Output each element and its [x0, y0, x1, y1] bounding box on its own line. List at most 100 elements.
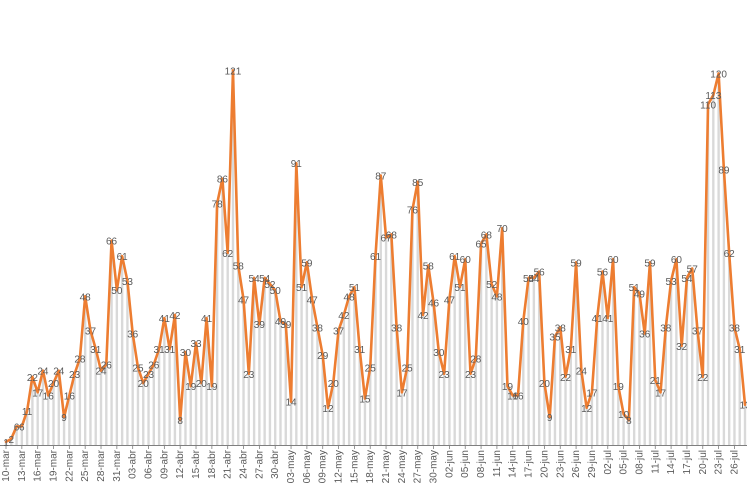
- x-tick-label: 21-may: [381, 450, 392, 483]
- bar: [395, 327, 398, 445]
- bar: [247, 373, 251, 445]
- data-label: 20: [328, 379, 340, 390]
- data-label: 50: [270, 286, 282, 297]
- bar: [685, 277, 689, 445]
- data-label: 49: [634, 289, 646, 300]
- bar: [532, 277, 536, 445]
- data-label: 54: [681, 274, 693, 285]
- bar: [511, 395, 514, 445]
- data-label: 31: [354, 345, 366, 356]
- data-label: 10: [618, 410, 630, 421]
- bar: [332, 383, 335, 445]
- data-label: 40: [275, 317, 287, 328]
- data-label: 67: [380, 234, 392, 245]
- x-tick-label: 03-abr: [128, 449, 139, 479]
- data-label: 15: [359, 395, 371, 406]
- x-tick-label: 23-jul: [714, 450, 725, 474]
- data-label: 41: [159, 314, 171, 325]
- bar: [120, 256, 124, 445]
- data-label: 39: [254, 320, 266, 331]
- bar: [559, 327, 562, 445]
- bar: [479, 243, 483, 445]
- x-tick-label: 02-jun: [444, 450, 455, 478]
- bar: [727, 253, 731, 445]
- data-label: 66: [106, 237, 118, 248]
- x-tick-label: 09-may: [318, 450, 329, 483]
- bar: [516, 395, 520, 445]
- data-label: 54: [523, 274, 535, 285]
- bar: [664, 327, 668, 445]
- data-label: 41: [592, 314, 604, 325]
- bar: [495, 296, 499, 445]
- x-axis: [0, 445, 747, 449]
- bar: [268, 283, 272, 445]
- bar: [659, 392, 662, 445]
- data-label: 47: [238, 295, 250, 306]
- bar: [94, 349, 97, 445]
- x-tick-label: 13-mar: [17, 449, 28, 481]
- bar: [458, 287, 462, 445]
- x-tick-label: 30-abr: [270, 449, 281, 479]
- data-label: 47: [444, 295, 456, 306]
- data-label: 40: [518, 317, 530, 328]
- data-label: 31: [164, 345, 176, 356]
- x-tick-label: 11-jun: [492, 450, 503, 477]
- x-tick-label: 24-may: [397, 450, 408, 483]
- data-labels-layer: 1 26 6112217241620249162328483731242666506…: [3, 66, 747, 449]
- data-label: 51: [454, 283, 466, 294]
- data-label: 46: [428, 299, 440, 310]
- data-label: 38: [660, 323, 672, 334]
- data-label: 53: [666, 277, 678, 288]
- data-label: 20: [138, 379, 150, 390]
- data-label: 39: [280, 320, 292, 331]
- x-tick-label: 09-abr: [159, 449, 170, 479]
- data-label: 17: [32, 388, 44, 399]
- bar: [221, 178, 224, 445]
- bar: [168, 349, 171, 445]
- data-label: 11: [22, 407, 33, 418]
- data-label: 22: [27, 373, 39, 384]
- x-tick-label: 14-jun: [508, 450, 519, 478]
- data-label: 30: [180, 348, 192, 359]
- data-label: 24: [576, 367, 588, 378]
- data-label: 59: [644, 258, 656, 269]
- bar: [638, 293, 641, 445]
- data-label: 25: [132, 364, 144, 375]
- x-tick-label: 18-may: [365, 450, 376, 483]
- data-label: 17: [586, 388, 598, 399]
- bar: [363, 398, 367, 445]
- bar: [427, 265, 430, 445]
- bars-layer: [4, 70, 747, 445]
- data-label: 23: [143, 370, 155, 381]
- bar: [184, 352, 187, 445]
- data-label: 37: [692, 326, 704, 337]
- x-tick-label: 14-jul: [666, 450, 677, 474]
- bar: [680, 345, 683, 445]
- bar: [99, 370, 103, 445]
- bar: [73, 373, 76, 445]
- data-label: 91: [291, 159, 303, 170]
- bar: [274, 290, 277, 445]
- data-label: 20: [48, 379, 60, 390]
- data-label: 17: [655, 388, 667, 399]
- bar: [68, 395, 71, 445]
- bar: [390, 234, 393, 445]
- x-tick-label: 29-jun: [587, 450, 598, 478]
- x-tick-label: 02-jul: [603, 450, 614, 474]
- data-label: 56: [597, 268, 609, 279]
- data-label: 23: [439, 370, 451, 381]
- bar: [411, 209, 414, 445]
- bar: [179, 420, 182, 445]
- bar: [163, 318, 166, 445]
- data-label: 52: [264, 280, 276, 291]
- x-tick-label: 03-may: [286, 450, 297, 483]
- bar: [242, 299, 245, 445]
- bar: [62, 417, 66, 445]
- bar: [10, 438, 13, 445]
- data-label: 58: [423, 261, 435, 272]
- bar: [617, 386, 620, 445]
- bar: [78, 358, 82, 445]
- bar: [648, 262, 652, 445]
- data-label: 23: [243, 370, 255, 381]
- data-label: 1: [3, 438, 9, 449]
